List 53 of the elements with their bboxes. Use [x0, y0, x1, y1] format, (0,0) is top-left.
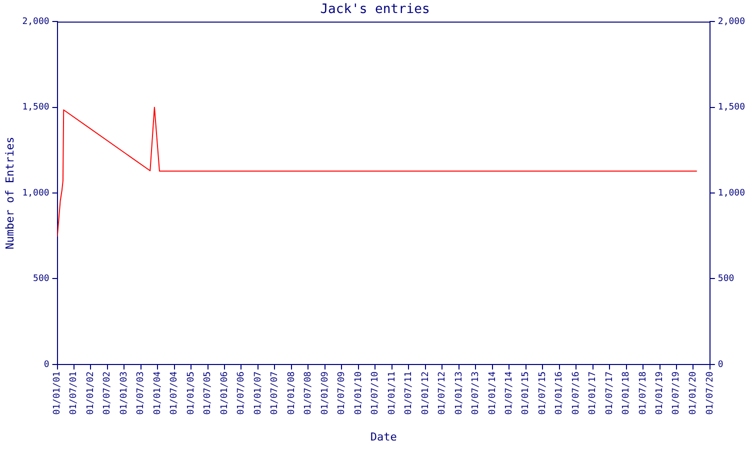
y2-tick-label: 500 [718, 274, 734, 284]
x-tick-label: 01/07/08 [304, 371, 314, 415]
x-tick-label: 01/07/18 [638, 371, 648, 415]
x-tick-label: 01/07/11 [404, 371, 414, 415]
x-tick-label: 01/01/12 [420, 371, 431, 415]
x-tick-label: 01/07/03 [136, 371, 146, 415]
y-axis-title: Number of Entries [3, 136, 16, 250]
x-tick-label: 01/07/13 [470, 371, 481, 415]
x-tick-label: 01/07/12 [437, 371, 448, 415]
x-tick-label: 01/07/17 [604, 371, 615, 415]
y-tick-label: 0 [44, 360, 50, 370]
x-tick-label: 01/07/19 [672, 371, 682, 415]
x-tick-label: 01/01/03 [120, 371, 130, 415]
x-tick-label: 01/01/10 [354, 371, 364, 415]
x-tick-label: 01/01/01 [52, 371, 63, 415]
x-tick-label: 01/07/10 [370, 371, 380, 415]
y2-tick-label: 0 [718, 360, 724, 370]
x-tick-label: 01/01/11 [387, 371, 398, 415]
x-tick-label: 01/01/14 [488, 371, 498, 415]
x-tick-label: 01/01/20 [688, 371, 699, 415]
x-tick-label: 01/01/13 [454, 371, 464, 415]
x-tick-label: 01/07/16 [571, 371, 582, 415]
x-tick-label: 01/01/16 [554, 371, 565, 415]
y-tick-label: 500 [33, 274, 50, 284]
y-tick-label: 2,000 [22, 16, 50, 27]
y2-tick-label: 1,500 [718, 102, 745, 113]
x-tick-label: 01/01/18 [622, 371, 632, 415]
x-tick-label: 01/01/08 [286, 371, 297, 415]
x-axis-title: Date [370, 430, 397, 444]
x-tick-label: 01/01/07 [253, 371, 264, 415]
x-tick-label: 01/07/15 [538, 371, 548, 415]
x-tick-label: 01/07/09 [337, 371, 348, 415]
x-tick-label: 01/07/06 [236, 371, 247, 415]
y2-tick-label: 1,000 [718, 188, 745, 198]
x-tick-label: 01/01/19 [655, 371, 666, 415]
x-tick-label: 01/01/06 [220, 371, 230, 415]
y-tick-label: 1,500 [22, 102, 50, 113]
x-tick-label: 01/07/01 [69, 371, 80, 415]
x-tick-label: 01/07/07 [270, 371, 280, 415]
x-tick-label: 01/01/09 [320, 371, 330, 415]
x-tick-label: 01/01/05 [186, 371, 197, 415]
x-tick-label: 01/01/04 [152, 371, 163, 415]
y-tick-label: 1,000 [22, 188, 50, 198]
y2-tick-label: 2,000 [718, 16, 745, 27]
x-tick-label: 01/01/15 [521, 371, 532, 415]
x-tick-label: 01/07/20 [705, 371, 716, 415]
x-tick-label: 01/07/04 [170, 371, 180, 415]
x-tick-label: 01/07/02 [102, 371, 113, 415]
chart-title: Jack's entries [320, 2, 430, 18]
x-tick-label: 01/01/17 [588, 371, 598, 415]
x-tick-label: 01/01/02 [86, 371, 96, 415]
x-tick-label: 01/07/14 [504, 371, 514, 415]
x-tick-label: 01/07/05 [203, 371, 214, 415]
